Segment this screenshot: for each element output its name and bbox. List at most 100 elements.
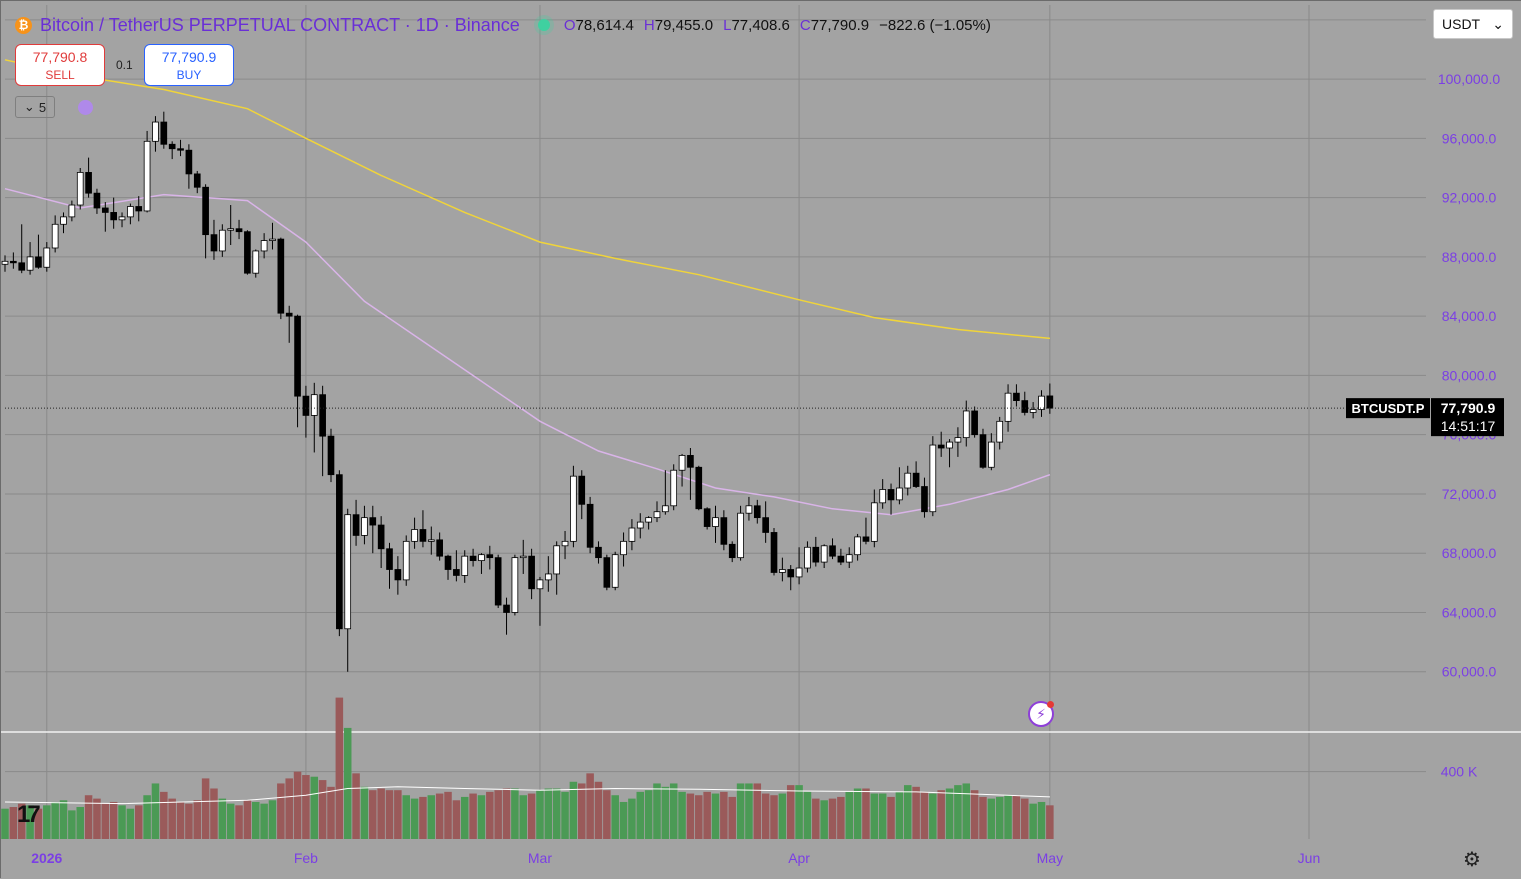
candle-body-down: [770, 532, 778, 573]
candle: [210, 219, 218, 260]
candle: [779, 557, 786, 582]
candle: [595, 541, 602, 564]
volume-bar: [260, 803, 268, 839]
lightning-icon: ⚡: [1036, 705, 1046, 722]
candle: [662, 470, 669, 515]
volume-bar: [268, 800, 277, 839]
volume-bar: [703, 791, 711, 839]
volume-bar: [1012, 795, 1021, 839]
symbol-header[interactable]: ₿ Bitcoin / TetherUS PERPETUAL CONTRACT …: [15, 13, 991, 37]
market-status-icon[interactable]: [537, 19, 550, 31]
gear-icon[interactable]: ⚙: [1463, 849, 1481, 871]
candle: [971, 406, 978, 438]
candle-body-down: [979, 434, 987, 468]
candle: [628, 519, 636, 551]
currency-select[interactable]: USDT ⌄: [1433, 9, 1513, 39]
volume-bar: [803, 791, 812, 839]
candle: [770, 528, 778, 576]
volume-bar: [151, 783, 160, 839]
volume-bar: [310, 776, 319, 839]
volume-bar: [887, 796, 895, 839]
candle: [118, 212, 126, 228]
volume-bar: [193, 800, 202, 839]
volume-bar: [59, 800, 68, 839]
candle-body-down: [937, 444, 945, 449]
tradingview-logo[interactable]: 17: [17, 801, 41, 828]
candle: [511, 554, 519, 616]
candle-body-down: [93, 192, 101, 209]
candle-body-down: [210, 234, 218, 252]
flash-icon[interactable]: ⚡: [1028, 701, 1054, 727]
volume-bar: [903, 785, 912, 839]
candle-body-up: [310, 394, 318, 416]
volume-bar: [377, 788, 385, 839]
candle-body-down: [787, 569, 795, 578]
volume-bar: [235, 805, 243, 839]
candle: [10, 252, 17, 269]
y-axis-tick-label: 72,000.0: [1442, 486, 1497, 502]
price-tag-symbol-box: [1346, 398, 1430, 419]
candle-body-down: [135, 206, 143, 212]
sell-button[interactable]: 77,790.8 SELL: [15, 44, 105, 86]
volume-bar: [201, 778, 210, 839]
volume-bar: [761, 793, 770, 839]
candle: [988, 433, 995, 471]
volume-bar: [293, 771, 302, 839]
candle-body-up: [929, 444, 937, 513]
candle-body-down: [386, 548, 393, 570]
volume-bar: [243, 800, 252, 839]
volume-bar: [519, 795, 528, 839]
candle-body-up: [252, 250, 260, 274]
candle: [678, 453, 686, 487]
indicator-status-icon[interactable]: [78, 100, 93, 115]
symbol-title[interactable]: Bitcoin / TetherUS PERPETUAL CONTRACT · …: [40, 14, 520, 35]
candle-body-down: [85, 172, 92, 194]
volume-bar: [352, 773, 360, 839]
volume-bar: [1021, 798, 1029, 839]
volume-bar: [43, 805, 51, 839]
notification-badge: [1047, 701, 1054, 708]
volume-bar: [477, 795, 486, 839]
candle-body-down: [971, 410, 978, 436]
volume-bar: [143, 795, 151, 839]
candle-body-up: [519, 555, 527, 559]
volume-bar: [603, 790, 611, 839]
candle: [244, 230, 251, 275]
volume-bar: [76, 807, 84, 839]
buy-button[interactable]: 77,790.9 BUY: [144, 44, 234, 86]
chevron-down-icon: ⌄: [1492, 15, 1504, 32]
candle-body-up: [478, 554, 485, 562]
candle: [896, 467, 903, 505]
candle: [528, 548, 535, 600]
candle-body-up: [127, 206, 134, 218]
candle: [979, 428, 987, 469]
volume-bar: [1046, 805, 1054, 839]
volume-bar: [302, 775, 310, 839]
volume-bar: [812, 798, 820, 839]
volume-bar: [552, 788, 561, 839]
candle-body-up: [737, 512, 744, 559]
candle: [1013, 384, 1020, 407]
x-axis-tick-label: 2026: [31, 850, 62, 866]
candle-body-down: [469, 555, 477, 562]
candle: [85, 157, 92, 198]
volume-bar: [185, 803, 193, 839]
candle: [302, 385, 310, 438]
candle-body-down: [1046, 395, 1054, 409]
candle-body-up: [26, 256, 34, 271]
order-quantity[interactable]: 0.1: [116, 58, 133, 72]
candle-body-down: [921, 486, 928, 513]
indicators-toggle-button[interactable]: ⌄ 5: [15, 96, 55, 118]
candle: [887, 483, 895, 515]
candle: [227, 205, 235, 246]
candle: [135, 196, 143, 222]
candle: [369, 505, 377, 554]
candle: [536, 576, 544, 626]
volume-bar: [1037, 801, 1046, 839]
candle-body-up: [68, 204, 76, 218]
candle-body-up: [678, 455, 686, 471]
candle: [921, 477, 928, 518]
candle: [160, 111, 168, 149]
candle: [745, 496, 753, 521]
